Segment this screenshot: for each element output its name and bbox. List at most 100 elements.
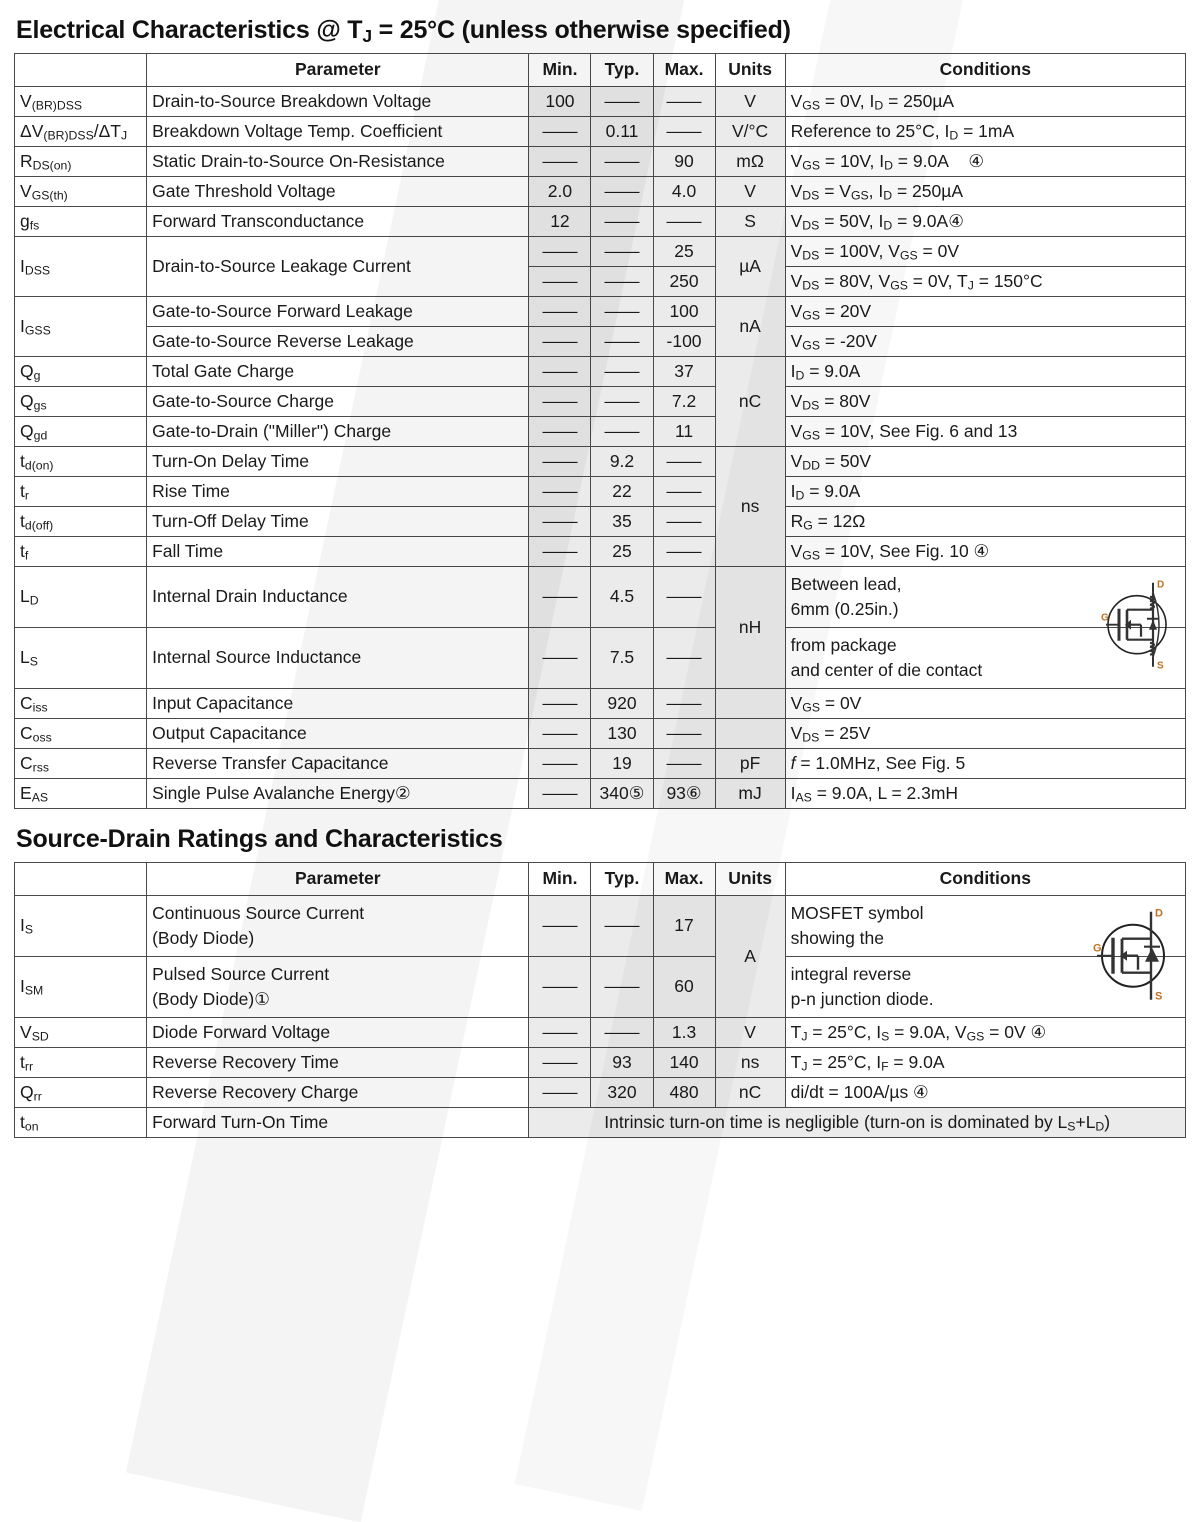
heading-prefix: Electrical Characteristics @ T [16,16,363,44]
row-min: 100 [528,86,592,117]
row-max: 1.3 [652,1017,716,1048]
row-typ: 19 [590,748,654,779]
row-typ: —— [590,266,654,297]
row-max: —— [652,627,716,689]
row-symbol: gfs [13,206,148,237]
row-conditions: integral reverse p-n junction diode. [784,956,1187,1018]
row-max: 11 [652,416,716,447]
row-typ: 93 [590,1047,654,1078]
col-header-typ: Typ. [590,862,654,896]
table-row: tr Rise Time —— 22 —— ID = 9.0A [13,476,1187,507]
row-parameter: Fall Time [146,536,530,567]
row-symbol: LD [13,566,148,628]
row-conditions: VDS = 80V, VGS = 0V, TJ = 150°C [784,266,1187,297]
row-typ: —— [590,956,654,1018]
row-typ: —— [590,146,654,177]
row-min: —— [528,146,592,177]
table-row: IDSS Drain-to-Source Leakage Current —— —— 2… [13,236,1187,297]
row-conditions: TJ = 25°C, IS = 9.0A, VGS = 0V ④ [784,1017,1187,1048]
row-symbol: VGS(th) [13,176,148,207]
row-parameter: Input Capacitance [146,688,530,719]
row-symbol: Qgd [13,416,148,447]
row-conditions: f = 1.0MHz, See Fig. 5 [784,748,1187,779]
row-min: —— [528,236,592,267]
row-min: —— [528,956,592,1018]
row-min: 12 [528,206,592,237]
row-units: V [714,1017,786,1048]
col-header-min: Min. [528,53,592,87]
row-min: —— [528,386,592,417]
row-max: 17 [652,895,716,957]
row-conditions: VGS = 10V, See Fig. 6 and 13 [784,416,1187,447]
col-header-typ: Typ. [590,53,654,87]
row-max: 100 [652,296,716,327]
row-max: 25 [652,236,716,267]
row-min: —— [528,1017,592,1048]
row-parameter: Breakdown Voltage Temp. Coefficient [146,116,530,147]
row-symbol: RDS(on) [13,146,148,177]
row-conditions: VGS = -20V [784,326,1187,357]
table-row: Gate-to-Source Reverse Leakage —— —— -100 VG… [15,326,1187,357]
datasheet-page: Electrical Characteristics @ TJ = 25°C (… [0,16,1200,1138]
row-max: —— [652,536,716,567]
row-min: —— [528,356,592,387]
col-header-units: Units [714,53,786,87]
row-typ: 22 [590,476,654,507]
table-row: —— —— 250 VDS = 80V, VGS = 0V, TJ = 150°C [15,266,1187,297]
row-typ: —— [590,356,654,387]
row-symbol: Qrr [13,1077,148,1108]
col-header-parameter: Parameter [146,53,530,87]
row-typ: —— [590,1017,654,1048]
col-header-conditions: Conditions [784,53,1187,87]
row-typ: —— [590,236,654,267]
col-header-symbol [13,53,148,87]
row-parameter: Turn-Off Delay Time [146,506,530,537]
row-max: 480 [652,1077,716,1108]
row-units: V [714,176,786,207]
row-min: —— [528,718,592,749]
row-conditions: IAS = 9.0A, L = 2.3mH [784,778,1187,809]
row-parameter: Reverse Recovery Time [146,1047,530,1078]
electrical-characteristics-heading: Electrical Characteristics @ TJ = 25°C (… [16,16,1186,45]
table-row: EAS Single Pulse Avalanche Energy② —— 340⑤ 9… [13,778,1187,809]
col-header-conditions: Conditions [784,862,1187,896]
row-parameter: Pulsed Source Current (Body Diode)① [146,956,530,1018]
row-max: 37 [652,356,716,387]
table-row: IGSS Gate-to-Source Forward Leakage —— —— 10… [13,296,1187,357]
row-min: —— [528,1077,592,1108]
row-typ: 130 [590,718,654,749]
col-header-units: Units [714,862,786,896]
row-min: 2.0 [528,176,592,207]
table-row: IS Continuous Source Current (Body Diode) —… [13,895,1187,1018]
heading-suffix: = 25°C (unless otherwise specified) [371,16,791,44]
row-typ: 320 [590,1077,654,1108]
row-max: 90 [652,146,716,177]
table-row: ISM Pulsed Source Current (Body Diode)① —— —… [13,956,1187,1018]
row-symbol: td(on) [13,446,148,477]
row-symbol: V(BR)DSS [13,86,148,117]
row-units: mΩ [714,146,786,177]
row-units: ns [714,446,786,567]
row-max: —— [652,446,716,477]
row-parameter: Output Capacitance [146,718,530,749]
row-symbol: LS [13,627,148,689]
row-max: —— [652,86,716,117]
row-parameter: Drain-to-Source Leakage Current [146,236,530,297]
row-typ: —— [590,386,654,417]
row-conditions: VDS = VGS, ID = 250µA [784,176,1187,207]
table-row: Crss Reverse Transfer Capacitance —— 19 —— pF… [13,748,1187,779]
row-units: V/°C [714,116,786,147]
row-conditions: VGS = 0V, ID = 250µA [784,86,1187,117]
row-max: —— [652,748,716,779]
row-min: —— [528,566,592,628]
table-row: tf Fall Time —— 25 —— VGS = 10V, See Fig. 10 … [13,536,1187,567]
row-max: 140 [652,1047,716,1078]
table-header-row: Parameter Min. Typ. Max. Units Condition… [13,53,1187,87]
row-max: —— [652,506,716,537]
table-row: LS Internal Source Inductance —— 7.5 —— from … [13,627,1187,689]
row-conditions: VDS = 80V [784,386,1187,417]
row-conditions: di/dt = 100A/µs ④ [784,1077,1187,1108]
row-max: 7.2 [652,386,716,417]
col-header-max: Max. [652,862,716,896]
source-drain-table: Parameter Min. Typ. Max. Units Condition… [13,862,1187,1138]
